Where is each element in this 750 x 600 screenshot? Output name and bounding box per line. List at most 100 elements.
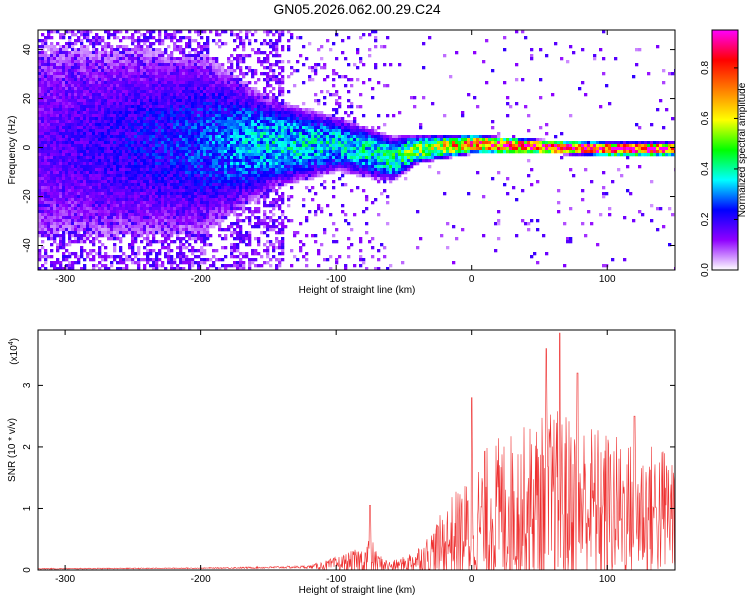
spectrogram-cell [77,174,81,178]
spectrogram-cell [98,138,102,142]
spectrogram-cell [44,36,48,40]
spectrogram-cell [131,243,135,247]
spectrogram-cell [140,135,144,139]
spectrogram-cell [239,159,243,163]
spectrogram-cell [173,165,177,169]
spectrogram-cell [215,258,219,262]
spectrogram-cell [209,105,213,109]
spectrogram-cell [221,30,225,34]
spectrogram-cell [173,216,177,220]
spectrogram-cell [74,171,78,175]
spectrogram-cell [104,111,108,115]
spectrogram-cell [50,132,54,136]
spectrogram-cell [59,246,63,250]
spectrogram-cell [209,192,213,196]
spectrogram-cell [179,207,183,211]
spectrogram-cell [65,195,69,199]
spectrogram-cell [206,114,210,118]
spectrogram-cell [50,192,54,196]
spectrogram-cell [107,135,111,139]
spectrogram-cell [152,90,156,94]
spectrogram-cell [113,150,117,154]
spectrogram-cell [101,207,105,211]
spectrogram-cell [89,228,93,232]
spectrogram-cell [134,159,138,163]
spectrogram-cell [47,150,51,154]
spectrogram-cell [50,261,54,265]
spectrogram-cell [74,192,78,196]
spectrogram-cell [119,204,123,208]
spectrogram-cell [92,108,96,112]
spectrogram-cell [152,162,156,166]
spectrogram-cell [101,117,105,121]
spectrogram-cell [203,147,207,151]
spectrogram-cell [191,204,195,208]
spectrogram-cell [167,141,171,145]
spectrogram-cell [212,126,216,130]
spectrogram-cell [242,267,246,270]
spectrogram-cell [155,231,159,235]
spectrogram-cell [68,147,72,151]
spectrogram-cell [62,207,66,211]
spectrogram-cell [56,204,60,208]
spectrogram-cell [164,231,168,235]
spectrogram-cell [239,261,243,265]
spectrogram-cell [173,228,177,232]
spectrogram-cell [161,39,165,43]
spectrogram-cell [167,75,171,79]
spectrogram-cell [104,192,108,196]
spectrogram-cell [137,111,141,115]
spectrogram-cell [119,105,123,109]
spectrogram-cell [92,123,96,127]
spectrogram-cell [158,180,162,184]
spectrogram-cell [218,90,222,94]
spectrogram-cell [242,96,246,100]
spectrogram-cell [53,159,57,163]
spectrogram-cell [224,81,228,85]
spectrogram-cell [65,183,69,187]
spectrogram-cell [197,72,201,76]
spectrogram-cell [95,165,99,169]
spectrogram-cell [146,201,150,205]
spectrogram-cell [71,60,75,64]
spectrogram-cell [239,189,243,193]
spectrogram-cell [95,144,99,148]
spectrogram-cell [221,84,225,88]
spectrogram-cell [155,129,159,133]
spectrogram-cell [191,138,195,142]
spectrogram-cell [239,153,243,157]
spectrogram-cell [146,114,150,118]
spectrogram-cell [137,60,141,64]
spectrogram-cell [125,153,129,157]
spectrogram-cell [188,186,192,190]
spectrogram-cell [113,165,117,169]
spectrogram-cell [209,264,213,268]
spectrogram-cell [71,132,75,136]
spectrogram-cell [230,234,234,238]
spectrogram-cell [68,255,72,259]
spectrogram-cell [107,207,111,211]
spectrogram-cell [59,225,63,229]
spectrogram-cell [161,189,165,193]
spectrogram-cell [86,102,90,106]
spectrogram-cell [80,210,84,214]
spectrogram-cell [95,75,99,79]
spectrogram-cell [125,150,129,154]
spectrogram-cell [221,108,225,112]
spectrogram-cell [143,246,147,250]
spectrogram-cell [86,165,90,169]
spectrogram-cell [143,96,147,100]
spectrogram-cell [92,219,96,223]
spectrogram-cell [101,81,105,85]
spectrogram-cell [89,66,93,70]
spectrogram-cell [137,126,141,130]
spectrogram-cell [164,174,168,178]
spectrogram-cell [146,243,150,247]
spectrogram-cell [227,132,231,136]
spectrogram-cell [65,177,69,181]
spectrogram-cell [209,81,213,85]
spectrogram-cell [218,93,222,97]
spectrogram-cell [212,135,216,139]
spectrogram-cell [95,42,99,46]
spectrogram-cell [44,216,48,220]
